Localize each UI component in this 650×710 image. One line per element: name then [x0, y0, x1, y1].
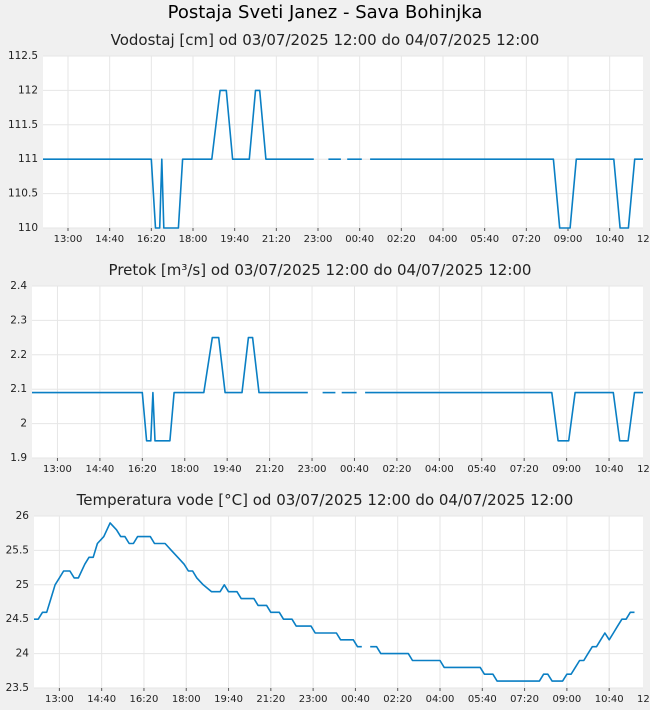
series-line-segment: [365, 391, 643, 442]
x-tick-label: 02:20: [383, 694, 412, 705]
series-line-segment: [370, 158, 643, 229]
x-tick-label: 19:40: [220, 234, 249, 245]
x-tick-label: 00:40: [340, 464, 369, 475]
chart-title: Pretok [m³/s] od 03/07/2025 12:00 do 04/…: [109, 261, 532, 279]
x-tick-label: 23:00: [304, 234, 333, 245]
y-tick-label: 24.5: [6, 613, 29, 625]
y-tick-label: 2.2: [10, 349, 27, 361]
x-tick-label: 05:40: [467, 464, 496, 475]
x-tick-label: 04:00: [425, 464, 454, 475]
x-tick-label: 13:00: [43, 464, 72, 475]
x-tick-label: 16:20: [130, 694, 159, 705]
x-tick-label: 07:20: [510, 694, 539, 705]
x-tick-label: 10:40: [595, 464, 624, 475]
x-tick-label: 14:40: [85, 464, 114, 475]
x-tick-label: 02:20: [382, 464, 411, 475]
discharge-chart: Pretok [m³/s] od 03/07/2025 12:00 do 04/…: [10, 261, 650, 475]
y-tick-label: 24: [16, 648, 30, 660]
x-tick-label: 09:00: [552, 464, 581, 475]
x-tick-label: 18:00: [179, 234, 208, 245]
x-tick-label: 14:40: [87, 694, 116, 705]
y-tick-label: 1.9: [10, 452, 27, 464]
chart-title: Vodostaj [cm] od 03/07/2025 12:00 do 04/…: [111, 31, 540, 49]
y-tick-label: 23.5: [6, 682, 29, 694]
x-tick-label: 07:20: [512, 234, 541, 245]
x-tick-label: 16:20: [128, 464, 157, 475]
x-tick-label: 04:00: [426, 694, 455, 705]
y-tick-label: 2.4: [10, 280, 27, 292]
x-tick-label: 23:00: [299, 694, 328, 705]
water-level-chart: Vodostaj [cm] od 03/07/2025 12:00 do 04/…: [8, 31, 650, 245]
series-line-segment: [370, 611, 635, 682]
y-tick-label: 112.5: [8, 50, 38, 62]
x-tick-label: 09:00: [552, 694, 581, 705]
y-tick-label: 25.5: [6, 544, 29, 556]
x-tick-label: 10:40: [595, 694, 624, 705]
y-tick-label: 110: [18, 222, 38, 234]
series-line-segment: [43, 89, 314, 229]
y-tick-label: 26: [16, 510, 30, 522]
x-tick-label: 05:40: [468, 694, 497, 705]
y-tick-label: 111.5: [8, 119, 38, 131]
series-line-segment: [34, 522, 362, 648]
x-tick-label: 23:00: [298, 464, 327, 475]
y-tick-label: 111: [18, 153, 38, 165]
y-tick-label: 2.3: [10, 314, 27, 326]
page-title: Postaja Sveti Janez - Sava Bohinjka: [167, 2, 483, 23]
y-tick-label: 110.5: [8, 188, 38, 200]
x-tick-label: 04:00: [429, 234, 458, 245]
plot-area: [32, 286, 643, 458]
x-tick-label: 18:00: [170, 464, 199, 475]
y-tick-label: 25: [16, 579, 29, 591]
x-tick-label: 00:40: [341, 694, 370, 705]
x-tick-label: 21:20: [262, 234, 291, 245]
y-tick-label: 2: [20, 418, 27, 430]
x-tick-label: 13:00: [54, 234, 83, 245]
x-tick-label: 12:00: [637, 234, 650, 245]
x-tick-label: 05:40: [470, 234, 499, 245]
series-line-segment: [32, 336, 308, 442]
x-tick-label: 19:40: [214, 694, 243, 705]
plot-area: [34, 516, 643, 688]
water-temperature-chart: Temperatura vode [°C] od 03/07/2025 12:0…: [6, 491, 650, 705]
x-tick-label: 16:20: [137, 234, 166, 245]
x-tick-label: 12:00: [637, 464, 650, 475]
x-tick-label: 13:00: [45, 694, 74, 705]
x-tick-label: 21:20: [256, 694, 285, 705]
x-tick-label: 18:00: [172, 694, 201, 705]
y-tick-label: 2.1: [10, 383, 27, 395]
x-tick-label: 21:20: [255, 464, 284, 475]
chart-title: Temperatura vode [°C] od 03/07/2025 12:0…: [76, 491, 574, 509]
x-tick-label: 02:20: [387, 234, 416, 245]
plot-area: [43, 56, 643, 228]
x-tick-label: 10:40: [595, 234, 624, 245]
x-tick-label: 14:40: [95, 234, 124, 245]
x-tick-label: 09:00: [554, 234, 583, 245]
y-tick-label: 112: [18, 84, 38, 96]
x-tick-label: 19:40: [213, 464, 242, 475]
x-tick-label: 00:40: [345, 234, 374, 245]
x-tick-label: 12:00: [637, 694, 650, 705]
x-tick-label: 07:20: [510, 464, 539, 475]
